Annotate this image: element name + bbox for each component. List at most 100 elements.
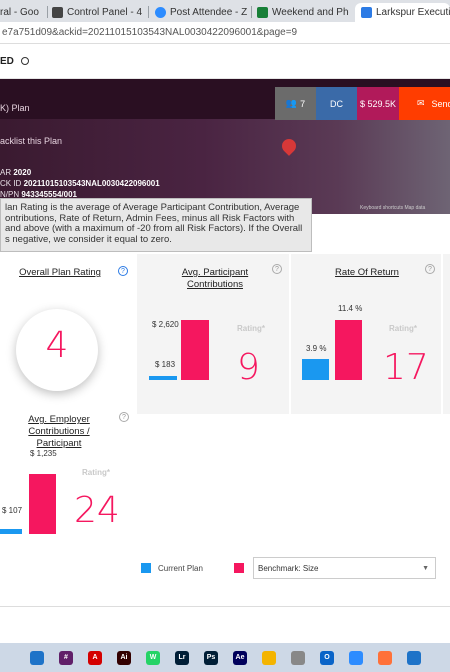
benchmark-value-label: $ 1,235 [30,449,57,458]
rating-value: 17 [383,347,429,388]
current-value-label: $ 183 [155,360,176,369]
acrobat-app-icon[interactable]: A [88,651,102,665]
current-plan-legend-label: Current Plan [158,564,203,573]
avg-employer-title: Avg. Employer Contributions / Participan… [0,414,118,450]
tab-title: Weekend and Phon [272,7,349,18]
ein-value: 943345554/001 [21,190,77,199]
chevron-down-icon: ▼ [422,565,429,572]
overall-rating-card: Overall Plan Rating ? 4 [0,254,135,414]
status-text: ED [0,56,14,67]
avg-participant-card: Avg. Participant Contributions ? $ 2,620… [137,254,289,414]
ein-label: N/PN [0,190,20,199]
benchmark-select-value: Benchmark: Size [258,564,319,573]
avg-employer-title-line2: Participant [36,438,82,449]
rating-label: Rating* [389,324,417,333]
clock-icon [20,57,29,65]
browser-tab-5-active[interactable]: Larkspur Executive [355,3,450,22]
year-label: AR [0,168,12,177]
send-label: Send [431,98,450,109]
current-value-label: $ 107 [2,506,23,515]
overall-rating-circle: 4 [16,309,98,391]
address-bar[interactable]: e7a751d09&ackid=20211015103543NAL0030422… [0,22,450,44]
current-value-label: 3.9 % [306,344,327,353]
tab-separator [47,6,48,18]
illustrator-app-icon[interactable]: Ai [117,651,131,665]
browser-tab-2[interactable]: Control Panel - 40 ✕ [52,3,142,22]
people-icon: 👥 [285,98,298,108]
slack-app-icon[interactable]: # [59,651,73,665]
plan-name: K) Plan [0,103,30,113]
settings-app-icon[interactable] [291,651,305,665]
aftereffects-app-icon[interactable]: Ae [233,651,247,665]
tab-title: Control Panel - 40 [67,7,142,18]
tab-separator [148,6,149,18]
participants-badge: 👥 7 [275,87,316,120]
benchmark-bar [335,320,362,380]
state-value: DC [330,98,343,109]
chrome-app-icon[interactable] [262,651,276,665]
rating-tooltip: lan Rating is the average of Average Par… [0,198,312,252]
current-bar [302,359,329,380]
zoom-favicon-icon [155,7,166,18]
browser-tab-1[interactable]: ral - Goo ✕ [0,3,42,22]
info-icon[interactable]: ? [119,412,129,422]
rating-value: 9 [237,347,260,388]
participants-count: 7 [300,98,306,109]
benchmark-select[interactable]: Benchmark: Size ▼ [253,557,436,579]
map-attribution: Keyboard shortcuts Map data [360,205,426,211]
envelope-icon: ✉ [417,98,425,108]
plan-banner: K) Plan acklist this Plan AR 2020 CK ID … [0,79,450,214]
current-bar [0,529,22,534]
backlist-link[interactable]: acklist this Plan [0,136,63,146]
zoom-app-icon[interactable] [349,651,363,665]
browser-tab-bar: ral - Goo ✕ Control Panel - 40 ✕ Post At… [0,0,450,22]
overall-rating-value: 4 [45,325,69,366]
avg-participant-title: Avg. Participant Contributions [181,267,249,290]
browser-tab-4[interactable]: Weekend and Phon ✕ [257,3,349,22]
browser-tab-3[interactable]: Post Attendee - Zo ✕ [155,3,247,22]
wifi-icon[interactable] [407,651,421,665]
year-value: 2020 [13,168,32,177]
mail-app-icon[interactable] [30,651,44,665]
control-panel-favicon-icon [52,7,63,18]
whatsapp-app-icon[interactable]: W [146,651,160,665]
os-taskbar: # A Ai W Lr Ps Ae O [0,643,450,672]
rating-label: Rating* [82,468,110,477]
larkspur-favicon-icon [361,7,372,18]
benchmark-bar [29,474,56,534]
benchmark-swatch [234,563,244,573]
photoshop-app-icon[interactable]: Ps [204,651,218,665]
ack-id-value: 20211015103543NAL0030422096001 [23,179,160,188]
tab-title: Post Attendee - Zo [170,7,247,18]
info-icon[interactable]: ? [118,266,128,276]
overall-rating-title: Overall Plan Rating [19,267,101,278]
tab-title: ral - Goo [0,7,39,18]
avg-employer-title-line1: Avg. Employer Contributions / [28,414,90,437]
info-icon[interactable]: ? [272,264,282,274]
url-text: e7a751d09&ackid=20211015103543NAL0030422… [2,27,298,38]
rating-value: 24 [74,490,120,531]
lightroom-app-icon[interactable]: Lr [175,651,189,665]
firefox-app-icon[interactable] [378,651,392,665]
rating-label: Rating* [237,324,265,333]
assets-badge: $ 529.5K [357,87,399,120]
tab-separator [251,6,252,18]
tooltip-text: lan Rating is the average of Average Par… [5,202,303,245]
ratings-content: Overall Plan Rating ? 4 Avg. Participant… [0,214,450,609]
state-badge: DC [316,87,357,120]
benchmark-value-label: 11.4 % [338,304,363,313]
send-button[interactable]: ✉ Send [399,87,450,120]
next-card-edge [443,254,450,414]
rate-of-return-card: Rate Of Return ? 11.4 % 3.9 % Rating* 17 [291,254,441,414]
page-header: ED [0,44,450,79]
page-footer [0,607,450,643]
outlook-app-icon[interactable]: O [320,651,334,665]
benchmark-bar [181,320,209,380]
current-plan-swatch [141,563,151,573]
rate-of-return-title: Rate Of Return [335,267,399,278]
ack-label: CK ID [0,179,22,188]
current-bar [149,376,177,380]
tab-title: Larkspur Executive [376,7,450,18]
info-icon[interactable]: ? [425,264,435,274]
plan-info: AR 2020 CK ID 20211015103543NAL003042209… [0,167,160,200]
